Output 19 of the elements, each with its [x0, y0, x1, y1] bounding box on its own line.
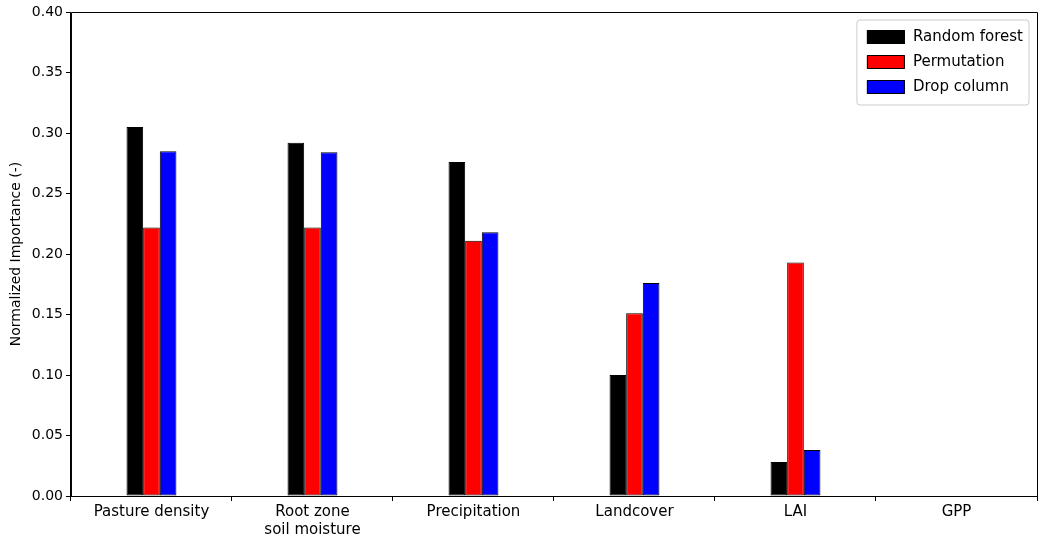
y-tick-label: 0.35: [31, 63, 63, 80]
y-tick-label: 0.20: [31, 244, 63, 261]
x-tick-label: Precipitation: [426, 501, 521, 520]
x-tick-label: LAI: [783, 501, 808, 520]
y-tick-label: 0.15: [31, 305, 63, 322]
y-tick-label: 0.10: [31, 365, 63, 382]
legend-label: Drop column: [912, 76, 1009, 95]
x-tick-label: Root zone soil moisture: [264, 501, 361, 538]
y-tick-label: 0.25: [31, 184, 63, 201]
legend-label: Random forest: [912, 26, 1024, 45]
y-tick-label: 0.05: [31, 426, 63, 443]
x-tick-label: GPP: [941, 501, 972, 520]
legend-label: Permutation: [912, 51, 1005, 70]
y-tick-label: 0.30: [31, 123, 63, 140]
y-tick-label: 0.00: [31, 486, 63, 503]
x-tick-label: Landcover: [595, 501, 675, 520]
y-axis-title: Normalized Importance (-): [7, 161, 24, 347]
x-tick-label: Pasture density: [93, 501, 210, 520]
y-tick-label: 0.40: [31, 2, 63, 19]
